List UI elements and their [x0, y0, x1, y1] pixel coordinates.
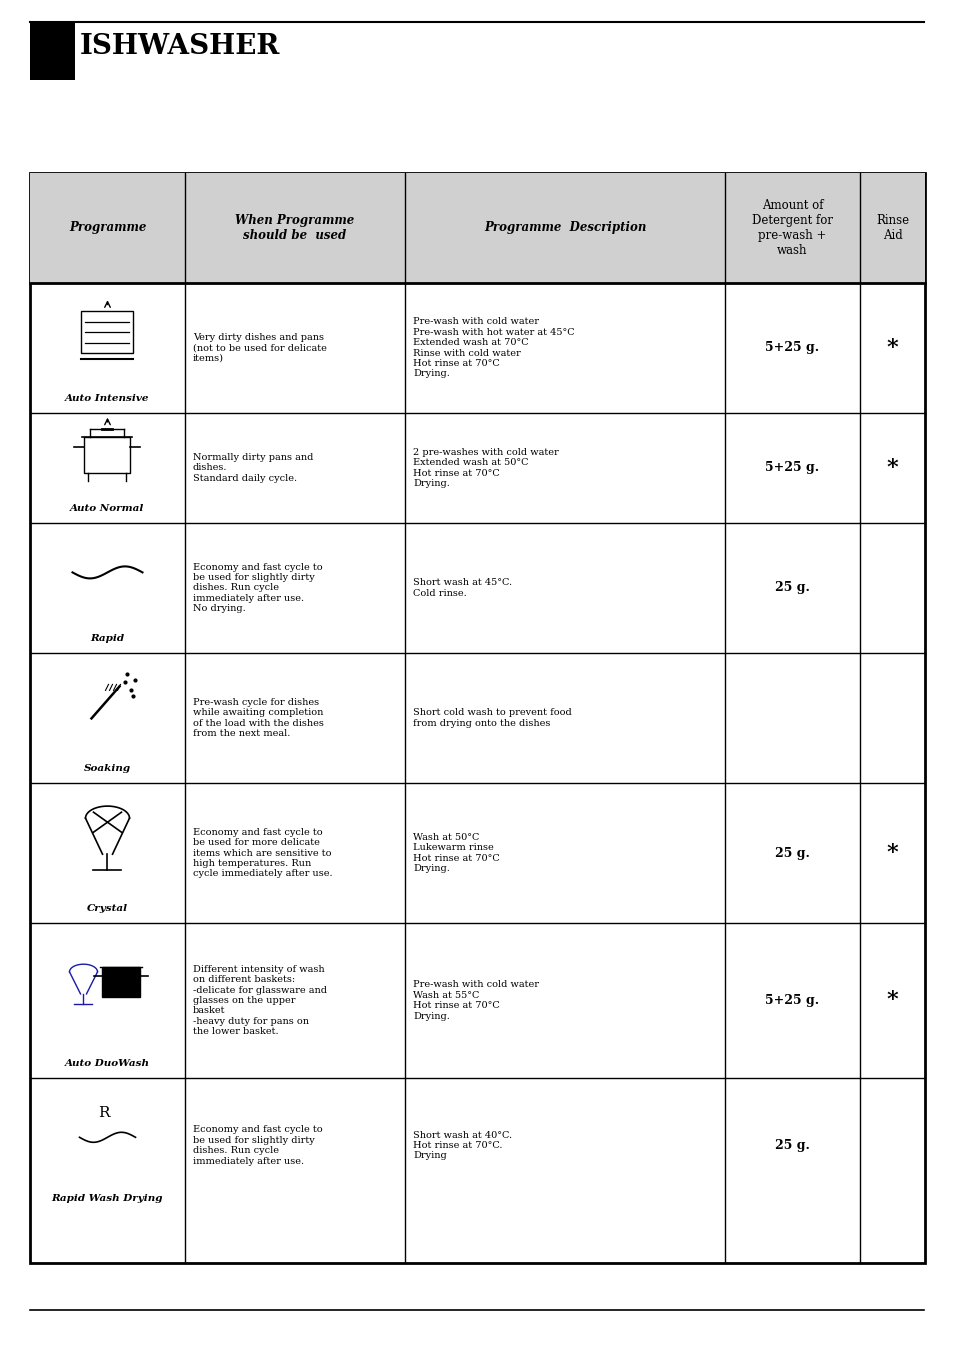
- Text: Soaking: Soaking: [84, 765, 131, 773]
- Text: Short wash at 40°C.
Hot rinse at 70°C.
Drying: Short wash at 40°C. Hot rinse at 70°C. D…: [413, 1131, 512, 1161]
- Text: Rinse
Aid: Rinse Aid: [875, 213, 908, 242]
- Text: Short wash at 45°C.
Cold rinse.: Short wash at 45°C. Cold rinse.: [413, 578, 512, 597]
- Text: Auto Normal: Auto Normal: [71, 504, 145, 513]
- Bar: [30, 173, 924, 1263]
- Bar: [30, 22, 75, 80]
- Text: Crystal: Crystal: [87, 904, 128, 913]
- Text: 25 g.: 25 g.: [774, 1139, 809, 1152]
- Text: Different intensity of wash
on different baskets:
-delicate for glassware and
gl: Different intensity of wash on different…: [193, 965, 327, 1036]
- Text: Auto Intensive: Auto Intensive: [65, 394, 150, 403]
- Text: Economy and fast cycle to
be used for slightly dirty
dishes. Run cycle
immediate: Economy and fast cycle to be used for sl…: [193, 1125, 322, 1166]
- Text: Pre-wash cycle for dishes
while awaiting completion
of the load with the dishes
: Pre-wash cycle for dishes while awaiting…: [193, 698, 323, 738]
- Text: Pre-wash with cold water
Pre-wash with hot water at 45°C
Extended wash at 70°C
R: Pre-wash with cold water Pre-wash with h…: [413, 317, 574, 378]
- Text: 25 g.: 25 g.: [774, 581, 809, 594]
- Text: Economy and fast cycle to
be used for slightly dirty
dishes. Run cycle
immediate: Economy and fast cycle to be used for sl…: [193, 563, 322, 613]
- Bar: [30, 173, 924, 282]
- Text: Programme: Programme: [69, 222, 146, 235]
- Text: 2 pre-washes with cold water
Extended wash at 50°C
Hot rinse at 70°C
Drying.: 2 pre-washes with cold water Extended wa…: [413, 449, 558, 488]
- Text: Rapid: Rapid: [91, 634, 125, 643]
- Text: 5+25 g.: 5+25 g.: [764, 462, 819, 474]
- Text: Wash at 50°C
Lukewarm rinse
Hot rinse at 70°C
Drying.: Wash at 50°C Lukewarm rinse Hot rinse at…: [413, 834, 499, 873]
- Bar: [85, 436, 131, 473]
- Text: *: *: [885, 842, 898, 865]
- Text: When Programme
should be  used: When Programme should be used: [235, 213, 355, 242]
- Text: Short cold wash to prevent food
from drying onto the dishes: Short cold wash to prevent food from dry…: [413, 708, 571, 728]
- Text: Normally dirty pans and
dishes.
Standard daily cycle.: Normally dirty pans and dishes. Standard…: [193, 453, 313, 482]
- Text: 5+25 g.: 5+25 g.: [764, 342, 819, 354]
- Text: Economy and fast cycle to
be used for more delicate
items which are sensitive to: Economy and fast cycle to be used for mo…: [193, 828, 333, 878]
- Text: Auto DuoWash: Auto DuoWash: [65, 1059, 150, 1069]
- Text: Very dirty dishes and pans
(not to be used for delicate
items): Very dirty dishes and pans (not to be us…: [193, 334, 327, 363]
- Text: *: *: [885, 989, 898, 1012]
- Bar: [81, 311, 133, 354]
- Text: *: *: [885, 457, 898, 480]
- Text: 5+25 g.: 5+25 g.: [764, 994, 819, 1006]
- Text: ISHWASHER: ISHWASHER: [80, 32, 280, 59]
- Text: Programme  Description: Programme Description: [483, 222, 645, 235]
- Bar: [102, 967, 140, 997]
- Text: *: *: [885, 336, 898, 359]
- Text: R: R: [97, 1106, 110, 1120]
- Text: Amount of
Detergent for
pre-wash +
wash: Amount of Detergent for pre-wash + wash: [751, 199, 832, 257]
- Text: Rapid Wash Drying: Rapid Wash Drying: [51, 1194, 163, 1202]
- Text: 25 g.: 25 g.: [774, 847, 809, 859]
- Text: Pre-wash with cold water
Wash at 55°C
Hot rinse at 70°C
Drying.: Pre-wash with cold water Wash at 55°C Ho…: [413, 981, 538, 1020]
